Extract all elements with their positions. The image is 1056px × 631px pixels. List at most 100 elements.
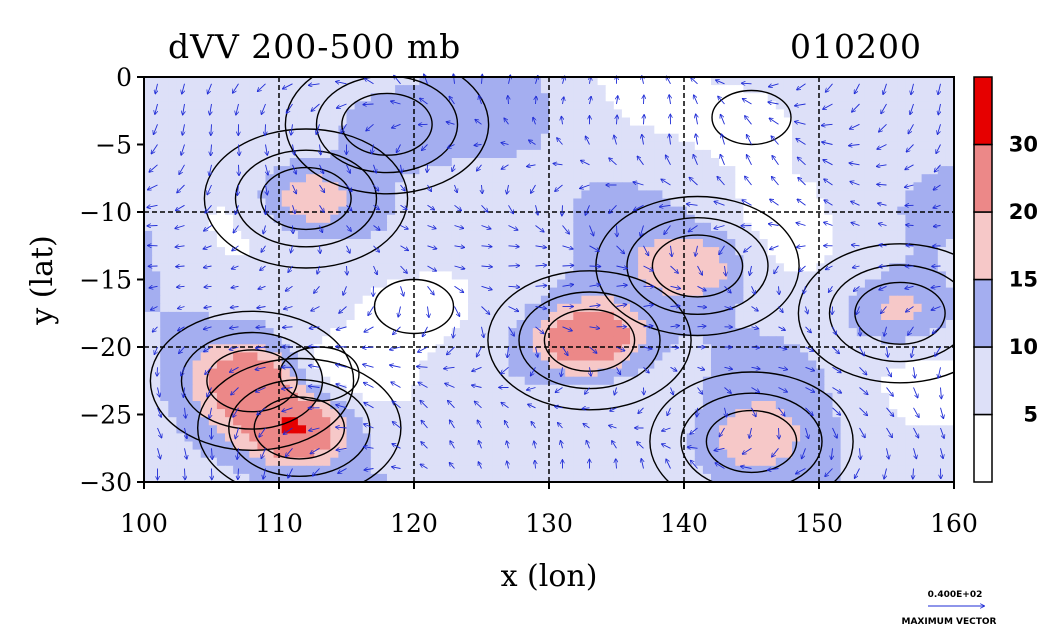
heat-cell (289, 101, 299, 110)
heat-cell (459, 344, 469, 353)
heat-cell (468, 433, 477, 443)
heat-cell (265, 417, 275, 426)
heat-cell (945, 149, 954, 159)
heat-cell (516, 368, 526, 378)
heat-cell (443, 376, 453, 386)
heat-cell (289, 441, 299, 451)
heat-cell (216, 263, 226, 272)
heat-cell (184, 376, 194, 386)
heat-cell (532, 433, 542, 443)
heat-cell (492, 158, 501, 167)
heat-cell (257, 287, 267, 297)
heat-cell (565, 125, 574, 135)
heat-cell (905, 425, 915, 434)
heat-cell (451, 206, 461, 216)
heat-cell (905, 117, 915, 127)
heat-cell (840, 206, 850, 216)
heat-cell (589, 93, 599, 102)
heat-cell (540, 352, 550, 362)
heat-cell (824, 303, 834, 313)
heat-cell (783, 311, 793, 321)
heat-cell (767, 303, 777, 313)
heat-cell (856, 182, 866, 191)
heat-cell (913, 336, 923, 345)
heat-cell (468, 271, 477, 281)
heat-cell (184, 141, 194, 151)
heat-cell (581, 141, 591, 151)
heat-cell (881, 441, 890, 451)
heat-cell (257, 85, 267, 94)
heat-cell (403, 109, 412, 119)
heat-cell (557, 198, 566, 208)
heat-cell (889, 465, 898, 475)
heat-cell (273, 320, 283, 329)
heat-cell (306, 77, 315, 86)
heat-cell (144, 465, 153, 475)
heat-cell (808, 166, 817, 175)
heat-cell (800, 279, 809, 289)
heat-cell (711, 271, 720, 281)
heat-cell (670, 158, 680, 167)
heat-cell (775, 133, 785, 143)
heat-cell (589, 336, 599, 345)
heat-cell (848, 93, 858, 102)
heat-cell (613, 336, 623, 345)
heat-cell (233, 457, 242, 467)
heat-cell (694, 198, 704, 208)
heat-cell (524, 125, 534, 135)
heat-cell (913, 206, 923, 216)
heat-cell (605, 214, 615, 224)
heat-cell (370, 457, 380, 467)
heat-cell (800, 247, 809, 256)
heat-cell (719, 311, 728, 321)
heat-cell (435, 360, 445, 370)
heat-cell (249, 109, 258, 119)
heat-cell (929, 401, 939, 410)
heat-cell (727, 392, 736, 402)
heat-cell (905, 174, 915, 183)
heat-cell (630, 433, 639, 443)
heat-cell (476, 311, 485, 321)
heat-cell (702, 158, 712, 167)
heat-cell (265, 328, 275, 337)
heat-cell (897, 311, 906, 321)
heat-cell (800, 141, 809, 151)
heat-cell (249, 311, 258, 321)
heat-cell (524, 441, 534, 451)
heat-cell (330, 271, 339, 281)
heat-cell (508, 174, 518, 183)
heat-cell (265, 320, 275, 329)
heat-cell (549, 352, 558, 362)
heat-cell (152, 117, 161, 127)
heat-cell (751, 133, 761, 143)
heat-cell (314, 133, 323, 143)
heat-cell (249, 352, 258, 362)
heat-cell (557, 214, 566, 224)
heat-cell (630, 360, 639, 370)
heat-cell (500, 449, 510, 459)
heat-cell (751, 449, 761, 459)
heat-cell (200, 133, 210, 143)
heat-cell (144, 392, 153, 402)
heat-cell (605, 449, 615, 459)
heat-cell (824, 149, 834, 159)
heat-cell (937, 433, 947, 443)
heat-cell (476, 133, 485, 143)
heat-cell (338, 141, 348, 151)
heat-cell (362, 295, 372, 305)
heat-cell (144, 368, 153, 378)
heat-cell (257, 360, 267, 370)
heat-cell (524, 433, 534, 443)
heat-cell (613, 166, 623, 175)
heat-cell (330, 457, 339, 467)
heat-cell (427, 449, 437, 459)
heat-cell (346, 376, 356, 386)
heat-cell (532, 255, 542, 264)
heat-cell (719, 85, 728, 94)
heat-cell (176, 239, 186, 248)
heat-cell (468, 141, 477, 151)
heat-cell (654, 441, 663, 451)
heat-cell (613, 230, 623, 240)
heat-cell (387, 190, 396, 200)
heat-cell (435, 328, 445, 337)
